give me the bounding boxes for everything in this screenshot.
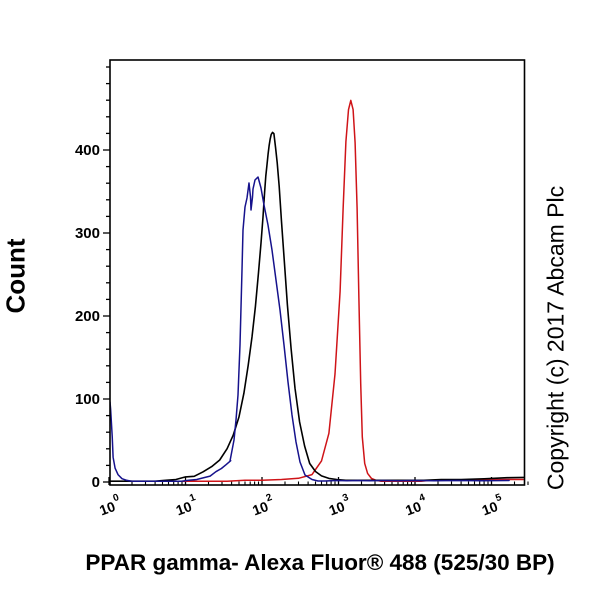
svg-text:0: 0 (92, 474, 100, 491)
svg-text:200: 200 (75, 308, 100, 325)
svg-text:400: 400 (75, 142, 100, 159)
svg-text:100: 100 (75, 391, 100, 408)
svg-text:300: 300 (75, 225, 100, 242)
